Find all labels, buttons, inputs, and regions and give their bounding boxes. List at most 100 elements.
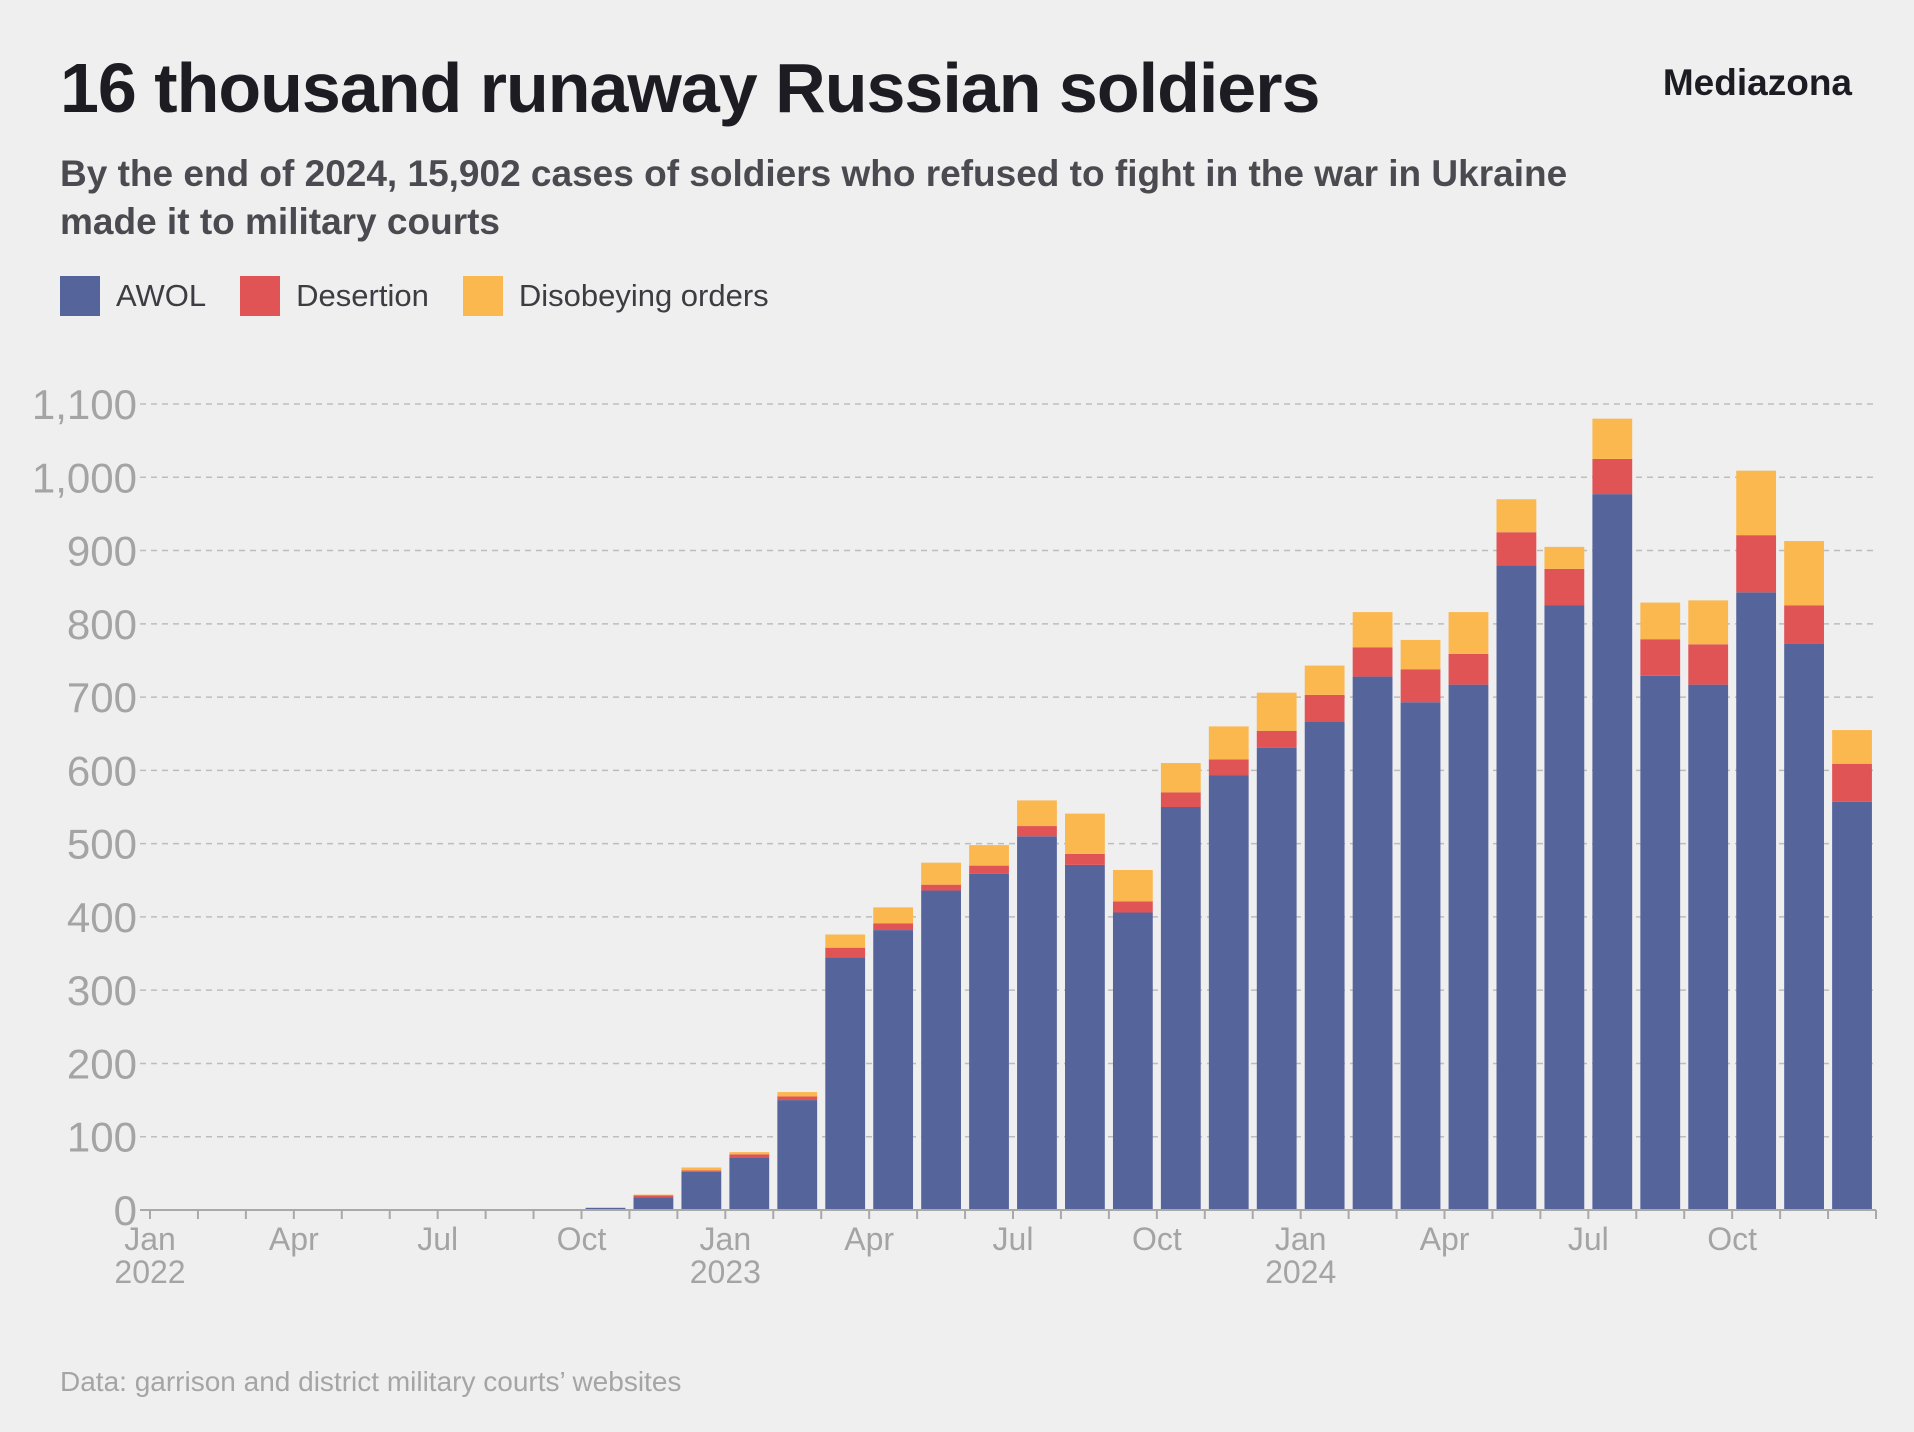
- x-tick-label: Oct: [557, 1221, 607, 1257]
- y-tick-label: 1,100: [32, 381, 137, 428]
- x-tick-label: Jan: [700, 1221, 752, 1257]
- bar-segment-awol: [1640, 675, 1681, 1210]
- x-tick-label: Apr: [269, 1221, 319, 1257]
- x-tick-label: Jan: [1275, 1221, 1327, 1257]
- bar-segment-disobeying-orders: [1640, 602, 1681, 640]
- bar-segment-disobeying-orders: [777, 1092, 818, 1097]
- y-tick-label: 900: [67, 528, 137, 575]
- legend-swatch-disobeying-orders: [462, 276, 503, 316]
- y-tick-label: 800: [67, 601, 137, 648]
- bar-segment-desertion: [1832, 763, 1872, 802]
- bar-segment-desertion: [1544, 568, 1585, 606]
- chart-subtitle: By the end of 2024, 15,902 cases of sold…: [60, 153, 1568, 242]
- x-tick-label: Oct: [1707, 1221, 1757, 1257]
- bar-segment-awol: [1160, 807, 1201, 1210]
- bar-segment-disobeying-orders: [1208, 726, 1249, 760]
- legend-item-desertion: Desertion: [240, 276, 429, 316]
- bar-segment-desertion: [1017, 826, 1057, 837]
- y-tick-label: 400: [67, 894, 137, 941]
- bar-segment-disobeying-orders: [1352, 612, 1393, 648]
- bar-segment-awol: [969, 873, 1009, 1210]
- bar-segment-awol: [1496, 565, 1537, 1210]
- legend-swatch-desertion: [240, 276, 281, 316]
- x-tick-year-label: 2023: [690, 1254, 761, 1290]
- bar-segment-desertion: [1784, 605, 1824, 644]
- bar-segment-disobeying-orders: [1256, 692, 1297, 731]
- bar-segment-desertion: [633, 1195, 674, 1198]
- bar-segment-disobeying-orders: [1736, 470, 1777, 536]
- bar-segment-awol: [1065, 864, 1105, 1210]
- bar-segment-desertion: [777, 1096, 818, 1101]
- bar-segment-disobeying-orders: [1400, 639, 1441, 670]
- bar-segment-disobeying-orders: [729, 1152, 770, 1155]
- bar-segment-disobeying-orders: [1112, 870, 1153, 902]
- x-tick-label: Apr: [844, 1221, 894, 1257]
- y-tick-label: 700: [67, 674, 137, 721]
- y-tick-label: 200: [67, 1040, 137, 1087]
- bar-segment-awol: [729, 1157, 770, 1210]
- x-tick-label: Jul: [1568, 1221, 1609, 1257]
- bar-segment-disobeying-orders: [1688, 600, 1729, 645]
- bar-segment-awol: [1208, 775, 1249, 1210]
- bar-segment-awol: [777, 1100, 818, 1210]
- bar-segment-awol: [1400, 702, 1441, 1210]
- x-tick-label: Oct: [1132, 1221, 1182, 1257]
- bar-segment-desertion: [729, 1154, 770, 1158]
- bar-segment-desertion: [1736, 535, 1777, 593]
- bar-segment-desertion: [1160, 792, 1201, 807]
- bar-segment-disobeying-orders: [1448, 612, 1489, 654]
- y-tick-label: 300: [67, 967, 137, 1014]
- bar-segment-disobeying-orders: [825, 934, 866, 948]
- bar-segment-desertion: [825, 947, 866, 958]
- y-tick-label: 1,000: [32, 454, 137, 501]
- bar-segment-disobeying-orders: [633, 1194, 674, 1196]
- bar-segment-awol: [825, 957, 866, 1210]
- source-note: Data: garrison and district military cou…: [60, 1366, 682, 1397]
- bar-segment-awol: [1592, 494, 1633, 1210]
- bar-segment-desertion: [1256, 730, 1297, 748]
- bar-segment-desertion: [1496, 532, 1537, 566]
- x-tick-label: Jul: [417, 1221, 458, 1257]
- x-tick-label: Jul: [993, 1221, 1034, 1257]
- bar-segment-desertion: [1448, 653, 1489, 685]
- x-tick-label: Apr: [1420, 1221, 1470, 1257]
- bar-segment-awol: [921, 890, 961, 1210]
- chart-title: 16 thousand runaway Russian soldiers: [60, 49, 1320, 127]
- brand-logo: Mediazona: [1662, 62, 1852, 103]
- legend-label-desertion: Desertion: [296, 278, 429, 313]
- bar-segment-disobeying-orders: [1832, 730, 1872, 764]
- bar-segment-desertion: [1352, 647, 1393, 677]
- bar-segment-desertion: [1112, 901, 1153, 913]
- bar-segment-disobeying-orders: [969, 845, 1009, 866]
- bar-segment-awol: [1017, 836, 1057, 1210]
- bar-segment-disobeying-orders: [1544, 546, 1585, 569]
- bar-segment-desertion: [1640, 639, 1681, 676]
- x-tick-label: Jan: [124, 1221, 176, 1257]
- bar-segment-awol: [681, 1171, 722, 1210]
- bar-segment-desertion: [1400, 669, 1441, 703]
- bar-segment-awol: [873, 930, 914, 1210]
- x-tick-year-label: 2022: [114, 1254, 185, 1290]
- bar-segment-awol: [585, 1207, 626, 1210]
- bar-segment-desertion: [681, 1170, 722, 1172]
- bar-segment-disobeying-orders: [1160, 763, 1201, 793]
- bar-segment-awol: [1304, 722, 1345, 1210]
- bar-segment-disobeying-orders: [921, 862, 961, 885]
- bar-segment-desertion: [1208, 759, 1249, 776]
- bar-segment-disobeying-orders: [1784, 541, 1824, 606]
- legend-label-disobeying-orders: Disobeying orders: [518, 278, 769, 313]
- bar-segment-desertion: [1304, 694, 1345, 723]
- bar-segment-awol: [1688, 684, 1729, 1210]
- bar-segment-awol: [1112, 912, 1153, 1210]
- legend-swatch-awol: [60, 276, 100, 316]
- bar-segment-awol: [1256, 747, 1297, 1210]
- legend: AWOL Desertion Disobeying orders: [60, 276, 769, 316]
- bar-segment-disobeying-orders: [1017, 800, 1057, 827]
- bar-segment-disobeying-orders: [1496, 499, 1537, 533]
- legend-item-disobeying-orders: Disobeying orders: [462, 276, 769, 316]
- legend-label-awol: AWOL: [116, 278, 207, 313]
- bar-segment-disobeying-orders: [1065, 813, 1105, 854]
- x-tick-year-label: 2024: [1265, 1254, 1336, 1290]
